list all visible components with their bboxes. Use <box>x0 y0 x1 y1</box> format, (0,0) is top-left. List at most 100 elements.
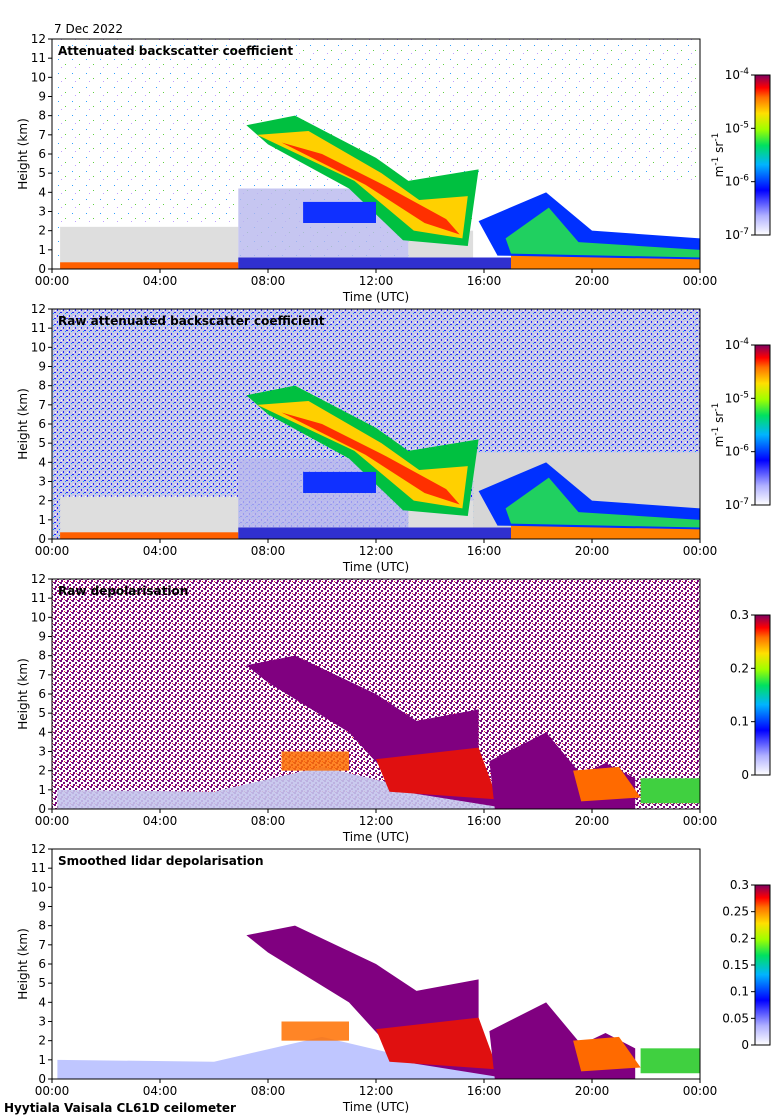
x-tick-label: 00:00 <box>35 544 70 558</box>
colorbar-tick-label: 0.15 <box>722 958 749 972</box>
y-tick-label: 5 <box>38 436 46 450</box>
y-tick-label: 7 <box>38 668 46 682</box>
colorbar-tick-label: 10-5 <box>725 120 749 135</box>
panel-title: Raw depolarisation <box>58 584 188 598</box>
colorbar-gradient <box>754 614 771 776</box>
x-tick-label: 04:00 <box>143 274 178 288</box>
colorbar-tick-label: 0 <box>741 1038 749 1052</box>
y-tick-label: 1 <box>38 783 46 797</box>
x-tick-label: 16:00 <box>467 274 502 288</box>
y-tick-label: 4 <box>38 725 46 739</box>
colorbar-tick-label: 0.2 <box>730 661 749 675</box>
x-tick-label: 04:00 <box>143 544 178 558</box>
colorbar-tick-label: 10-4 <box>725 337 750 352</box>
heatmap-plot-area <box>52 309 700 539</box>
y-tick-label: 11 <box>31 321 46 335</box>
x-tick-label: 12:00 <box>359 274 394 288</box>
y-tick-label: 7 <box>38 938 46 952</box>
colorbar-tick-label: 10-6 <box>725 444 750 459</box>
y-tick-label: 0 <box>38 1072 46 1086</box>
y-tick-label: 1 <box>38 513 46 527</box>
x-tick-label: 08:00 <box>251 274 286 288</box>
y-tick-label: 3 <box>38 745 46 759</box>
x-axis-label: Time (UTC) <box>342 560 409 574</box>
x-tick-label: 12:00 <box>359 1084 394 1098</box>
y-tick-label: 6 <box>38 147 46 161</box>
y-tick-label: 4 <box>38 995 46 1009</box>
colorbar: 0.3 0.2 0.1 0 <box>730 608 771 782</box>
y-tick-label: 6 <box>38 417 46 431</box>
y-tick-label: 11 <box>31 51 46 65</box>
panel-title: Attenuated backscatter coefficient <box>58 44 293 58</box>
x-tick-label: 12:00 <box>359 814 394 828</box>
heatmap-plot-area <box>52 579 700 809</box>
x-axis-label: Time (UTC) <box>342 290 409 304</box>
x-tick-label: 16:00 <box>467 1084 502 1098</box>
y-tick-label: 10 <box>31 880 46 894</box>
colorbar: 10-4 10-5 10-6 10-7 m-1 sr-1 <box>711 67 771 242</box>
y-tick-label: 10 <box>31 70 46 84</box>
colorbar: 10-4 10-5 10-6 10-7 m-1 sr-1 <box>711 337 771 512</box>
y-tick-label: 4 <box>38 455 46 469</box>
y-tick-label: 0 <box>38 802 46 816</box>
y-tick-label: 2 <box>38 224 46 238</box>
colorbar-unit-label: m-1 sr-1 <box>711 403 726 448</box>
y-tick-label: 9 <box>38 900 46 914</box>
x-tick-label: 00:00 <box>35 274 70 288</box>
x-tick-label: 12:00 <box>359 544 394 558</box>
colorbar-tick-label: 10-7 <box>725 227 749 242</box>
x-tick-label: 00:00 <box>683 814 718 828</box>
y-tick-label: 2 <box>38 764 46 778</box>
y-tick-label: 11 <box>31 591 46 605</box>
x-axis-label: Time (UTC) <box>342 830 409 844</box>
panel-title: Smoothed lidar depolarisation <box>58 854 264 868</box>
x-tick-label: 16:00 <box>467 544 502 558</box>
colorbar-gradient <box>754 74 771 236</box>
x-axis-label: Time (UTC) <box>342 1100 409 1114</box>
colorbar-tick-label: 10-5 <box>725 390 749 405</box>
y-tick-label: 3 <box>38 205 46 219</box>
x-tick-label: 04:00 <box>143 814 178 828</box>
x-tick-label: 20:00 <box>575 814 610 828</box>
instrument-footer: Hyytiala Vaisala CL61D ceilometer <box>4 1101 236 1115</box>
y-tick-label: 4 <box>38 185 46 199</box>
y-tick-label: 8 <box>38 379 46 393</box>
colorbar-tick-label: 0.2 <box>730 931 749 945</box>
x-tick-label: 00:00 <box>35 1084 70 1098</box>
y-tick-label: 9 <box>38 630 46 644</box>
y-tick-label: 8 <box>38 109 46 123</box>
y-tick-label: 10 <box>31 610 46 624</box>
y-tick-label: 5 <box>38 166 46 180</box>
y-tick-label: 12 <box>31 302 46 316</box>
y-tick-label: 1 <box>38 1053 46 1067</box>
x-tick-label: 20:00 <box>575 274 610 288</box>
y-axis-label: Height (km) <box>16 118 30 189</box>
colorbar-gradient <box>754 344 771 506</box>
colorbar-tick-label: 10-6 <box>725 174 750 189</box>
colorbar-unit-label: m-1 sr-1 <box>711 133 726 178</box>
colorbar-tick-label: 0.05 <box>722 1011 749 1025</box>
y-tick-label: 5 <box>38 706 46 720</box>
date-label: 7 Dec 2022 <box>54 22 123 36</box>
x-tick-label: 08:00 <box>251 544 286 558</box>
y-tick-label: 8 <box>38 919 46 933</box>
panel-4: Smoothed lidar depolarisation01234567891… <box>16 842 771 1114</box>
y-tick-label: 12 <box>31 842 46 856</box>
y-tick-label: 2 <box>38 1034 46 1048</box>
y-tick-label: 9 <box>38 360 46 374</box>
panel-1: Attenuated backscatter coefficient012345… <box>16 32 771 304</box>
y-tick-label: 1 <box>38 243 46 257</box>
y-tick-label: 7 <box>38 128 46 142</box>
y-tick-label: 6 <box>38 957 46 971</box>
x-tick-label: 00:00 <box>35 814 70 828</box>
x-tick-label: 04:00 <box>143 1084 178 1098</box>
x-tick-label: 20:00 <box>575 1084 610 1098</box>
x-tick-label: 08:00 <box>251 814 286 828</box>
heatmap-plot-area <box>52 849 700 1079</box>
y-axis-label: Height (km) <box>16 658 30 729</box>
colorbar-tick-label: 0.1 <box>730 715 749 729</box>
colorbar-tick-label: 0.3 <box>730 878 749 892</box>
y-tick-label: 2 <box>38 494 46 508</box>
